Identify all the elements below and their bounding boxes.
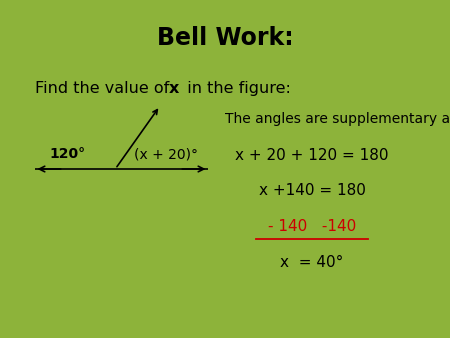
Text: x + 20 + 120 = 180: x + 20 + 120 = 180 xyxy=(235,147,389,163)
Text: - 140   -140: - 140 -140 xyxy=(268,219,356,234)
Text: in the figure:: in the figure: xyxy=(177,81,291,96)
Text: x +140 = 180: x +140 = 180 xyxy=(258,183,365,198)
Text: x  = 40°: x = 40° xyxy=(280,255,344,270)
Text: x: x xyxy=(169,81,180,96)
Text: Find the value of: Find the value of xyxy=(35,81,174,96)
Text: The angles are supplementary angles.: The angles are supplementary angles. xyxy=(225,112,450,126)
Text: (x + 20)°: (x + 20)° xyxy=(134,147,198,161)
Text: Bell Work:: Bell Work: xyxy=(157,26,293,50)
Text: 120°: 120° xyxy=(50,147,86,161)
